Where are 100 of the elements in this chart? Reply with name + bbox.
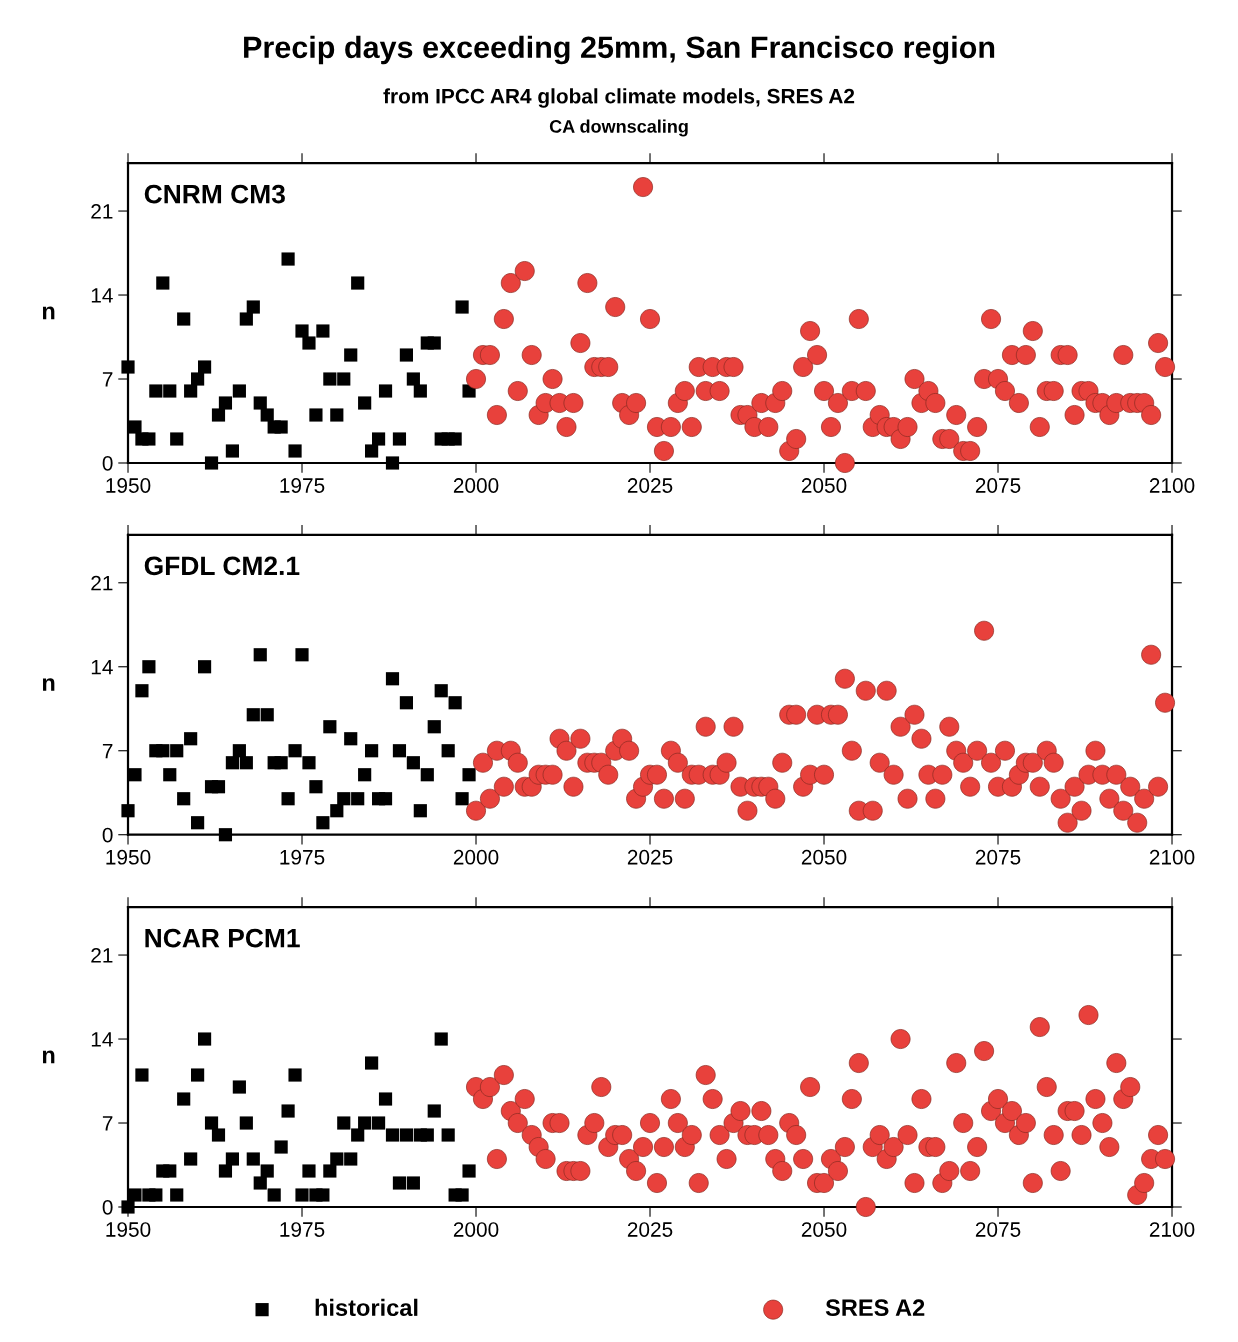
point xyxy=(378,792,393,806)
point xyxy=(344,732,358,746)
point xyxy=(204,1116,219,1130)
point xyxy=(371,432,386,446)
point xyxy=(316,324,330,338)
y-axis-title: n xyxy=(42,1050,55,1064)
point xyxy=(184,384,198,398)
point xyxy=(191,1068,205,1082)
point xyxy=(246,1152,260,1166)
point xyxy=(128,1188,142,1202)
point xyxy=(246,300,260,314)
point xyxy=(239,756,253,770)
point xyxy=(358,1116,372,1130)
point xyxy=(316,816,330,830)
point xyxy=(330,1152,344,1166)
y-tick-label: 14 xyxy=(91,288,113,303)
point xyxy=(260,1164,274,1178)
x-tick-label: 1950 xyxy=(106,849,151,865)
y-tick-label: 21 xyxy=(91,948,113,963)
point xyxy=(455,792,469,806)
point xyxy=(177,312,191,326)
point xyxy=(406,372,420,386)
point xyxy=(385,672,400,686)
point xyxy=(135,684,149,698)
x-tick-label: 2000 xyxy=(453,849,499,865)
point xyxy=(413,804,427,818)
point xyxy=(420,1128,434,1142)
point xyxy=(358,396,372,410)
point xyxy=(358,768,372,782)
annotation: NCAR PCM1 xyxy=(145,928,300,948)
point xyxy=(309,408,323,422)
point xyxy=(288,744,302,758)
point xyxy=(211,408,226,422)
chart-title: Precip days exceeding 25mm, San Francisco region xyxy=(244,35,995,65)
point xyxy=(142,432,156,446)
point xyxy=(184,1152,198,1166)
point xyxy=(399,696,413,710)
point xyxy=(121,1200,135,1214)
point xyxy=(365,444,379,458)
point xyxy=(337,792,351,806)
point xyxy=(218,828,233,842)
point xyxy=(302,1164,316,1178)
point xyxy=(323,372,337,386)
point xyxy=(211,780,226,794)
y-tick-label: 0 xyxy=(102,827,113,843)
point xyxy=(455,300,469,314)
point xyxy=(184,732,198,746)
point xyxy=(295,324,309,338)
point xyxy=(135,1068,149,1082)
point xyxy=(351,792,365,806)
point xyxy=(218,396,233,410)
point xyxy=(232,744,246,758)
legend-label: historical xyxy=(315,1298,418,1317)
point xyxy=(302,756,316,770)
point xyxy=(448,696,462,710)
point xyxy=(378,1092,393,1106)
x-tick-label: 2075 xyxy=(975,1222,1021,1237)
point xyxy=(385,1128,400,1142)
y-tick-label: 0 xyxy=(102,455,113,471)
point xyxy=(316,1188,330,1202)
x-tick-label: 1975 xyxy=(280,1222,325,1237)
point xyxy=(351,1128,365,1142)
point xyxy=(427,1104,441,1118)
point xyxy=(309,780,323,794)
point xyxy=(281,792,295,806)
point xyxy=(344,348,358,362)
point xyxy=(191,816,205,830)
point xyxy=(121,804,135,818)
y-axis-title: n xyxy=(42,306,55,320)
point xyxy=(371,1116,386,1130)
x-tick-label: 1975 xyxy=(280,478,325,493)
point xyxy=(274,420,288,434)
point xyxy=(274,756,288,770)
point xyxy=(218,1164,233,1178)
y-tick-label: 21 xyxy=(91,575,113,591)
x-tick-label: 1950 xyxy=(106,478,151,493)
point xyxy=(232,384,246,398)
chart-subtitle: from IPCC AR4 global climate models, SRES A2 xyxy=(383,88,855,108)
point xyxy=(239,1116,253,1130)
x-tick-label: 2050 xyxy=(801,1222,847,1237)
point xyxy=(378,384,393,398)
point xyxy=(170,744,184,758)
y-tick-label: 0 xyxy=(102,1200,113,1215)
point xyxy=(399,1128,413,1142)
x-tick-label: 2100 xyxy=(1149,1222,1195,1237)
point xyxy=(288,1068,302,1082)
point xyxy=(128,420,142,434)
point xyxy=(204,456,219,470)
y-tick-label: 14 xyxy=(91,1032,113,1047)
point xyxy=(288,444,302,458)
x-tick-label: 2025 xyxy=(627,478,673,493)
point xyxy=(156,276,170,290)
point xyxy=(253,648,267,662)
point xyxy=(420,768,434,782)
point xyxy=(448,432,462,446)
point xyxy=(253,1176,267,1190)
x-tick-label: 2050 xyxy=(801,478,847,493)
point xyxy=(239,312,253,326)
point xyxy=(260,408,274,422)
point xyxy=(385,456,400,470)
